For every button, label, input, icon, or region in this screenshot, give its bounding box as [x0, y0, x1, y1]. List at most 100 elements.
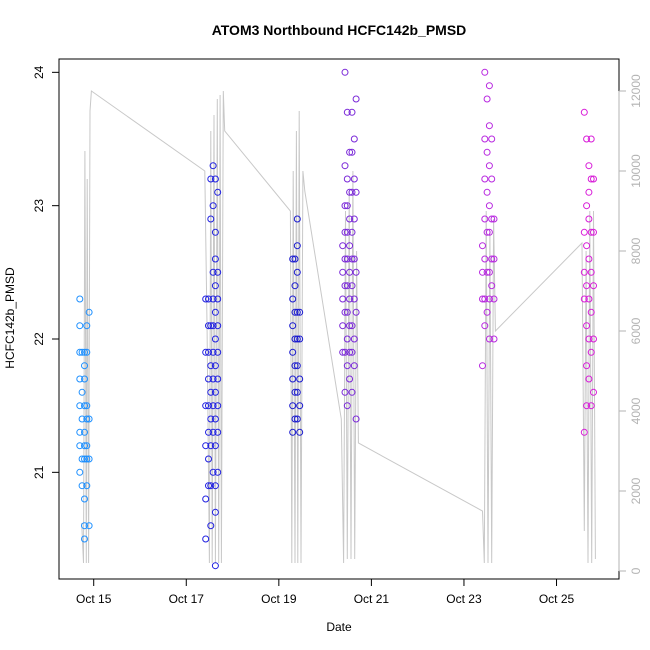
data-point: [81, 362, 88, 370]
data-point: [339, 242, 347, 250]
data-point: [481, 322, 489, 330]
data-point: [83, 415, 91, 423]
data-point: [583, 135, 591, 143]
data-point: [580, 108, 588, 116]
chart-title: ATOM3 Northbound HCFC142b_PMSD: [212, 22, 467, 38]
data-point: [205, 428, 212, 436]
altitude-trace: [81, 90, 596, 564]
data-point: [580, 268, 588, 276]
data-point: [341, 348, 349, 356]
data-point: [488, 282, 496, 290]
data-point: [580, 295, 588, 303]
data-point: [207, 322, 215, 330]
data-point: [348, 228, 356, 236]
data-point: [490, 255, 498, 263]
data-point: [350, 175, 358, 183]
data-point: [348, 282, 356, 290]
data-point: [78, 455, 86, 463]
data-point: [214, 295, 222, 303]
data-point: [352, 95, 360, 103]
x-tick-label: Oct 25: [539, 592, 575, 606]
data-point: [202, 402, 210, 410]
data-point: [211, 482, 219, 490]
data-point: [485, 335, 493, 343]
data-point: [207, 215, 215, 223]
data-point: [488, 175, 496, 183]
data-point: [202, 442, 210, 450]
data-point: [590, 175, 597, 183]
data-point: [81, 375, 88, 383]
data-point: [585, 255, 593, 263]
data-point: [583, 242, 591, 250]
data-point: [583, 202, 591, 210]
data-point: [207, 415, 215, 423]
data-point: [83, 348, 91, 356]
data-point: [346, 295, 354, 303]
data-point: [339, 295, 347, 303]
data-point: [293, 268, 301, 276]
data-point: [585, 335, 593, 343]
data-point: [291, 335, 299, 343]
data-point: [587, 348, 595, 356]
data-point: [343, 282, 351, 290]
data-point: [211, 442, 219, 450]
data-point: [83, 322, 91, 330]
data-point: [214, 188, 222, 196]
data-point: [580, 428, 588, 436]
data-point: [207, 362, 215, 370]
data-point: [85, 308, 93, 316]
data-point: [352, 308, 360, 316]
y-tick-label: 24: [32, 65, 46, 79]
data-point: [485, 162, 493, 170]
y-tick-label: 21: [32, 465, 46, 479]
data-point: [78, 415, 86, 423]
data-point: [296, 335, 304, 343]
data-point: [352, 188, 360, 196]
data-point: [490, 215, 498, 223]
data-point: [346, 148, 354, 156]
data-point: [481, 175, 489, 183]
y2-tick-label: 8000: [629, 237, 643, 264]
data-point: [481, 255, 489, 263]
y2-tick-label: 6000: [629, 317, 643, 344]
data-point: [76, 348, 84, 356]
data-point: [341, 308, 349, 316]
data-point: [341, 228, 349, 236]
data-point: [346, 242, 354, 250]
data-point: [485, 228, 493, 236]
data-point: [83, 442, 91, 450]
x-tick-label: Oct 23: [446, 592, 482, 606]
data-point: [207, 442, 215, 450]
data-point: [205, 482, 212, 490]
data-point: [490, 295, 498, 303]
data-point: [343, 308, 351, 316]
data-point: [296, 402, 304, 410]
data-point: [209, 295, 217, 303]
data-point: [350, 362, 358, 370]
data-point: [76, 375, 84, 383]
data-point: [488, 255, 496, 263]
data-point: [585, 375, 593, 383]
data-point: [83, 455, 91, 463]
data-point: [343, 362, 351, 370]
data-point: [291, 388, 299, 396]
data-point: [211, 335, 219, 343]
data-point: [348, 255, 356, 263]
data-point: [350, 335, 358, 343]
data-point: [85, 455, 93, 463]
data-point: [481, 295, 489, 303]
data-point: [341, 202, 349, 210]
data-point: [289, 348, 297, 356]
data-point: [346, 375, 354, 383]
data-point: [585, 215, 593, 223]
data-point: [205, 455, 212, 463]
data-point: [291, 255, 299, 263]
y-tick-label: 23: [32, 199, 46, 213]
data-point: [211, 362, 219, 370]
data-point: [78, 388, 86, 396]
data-point: [83, 482, 91, 490]
data-point: [76, 428, 84, 436]
data-point: [346, 215, 354, 223]
data-point: [490, 335, 498, 343]
data-point: [585, 188, 593, 196]
